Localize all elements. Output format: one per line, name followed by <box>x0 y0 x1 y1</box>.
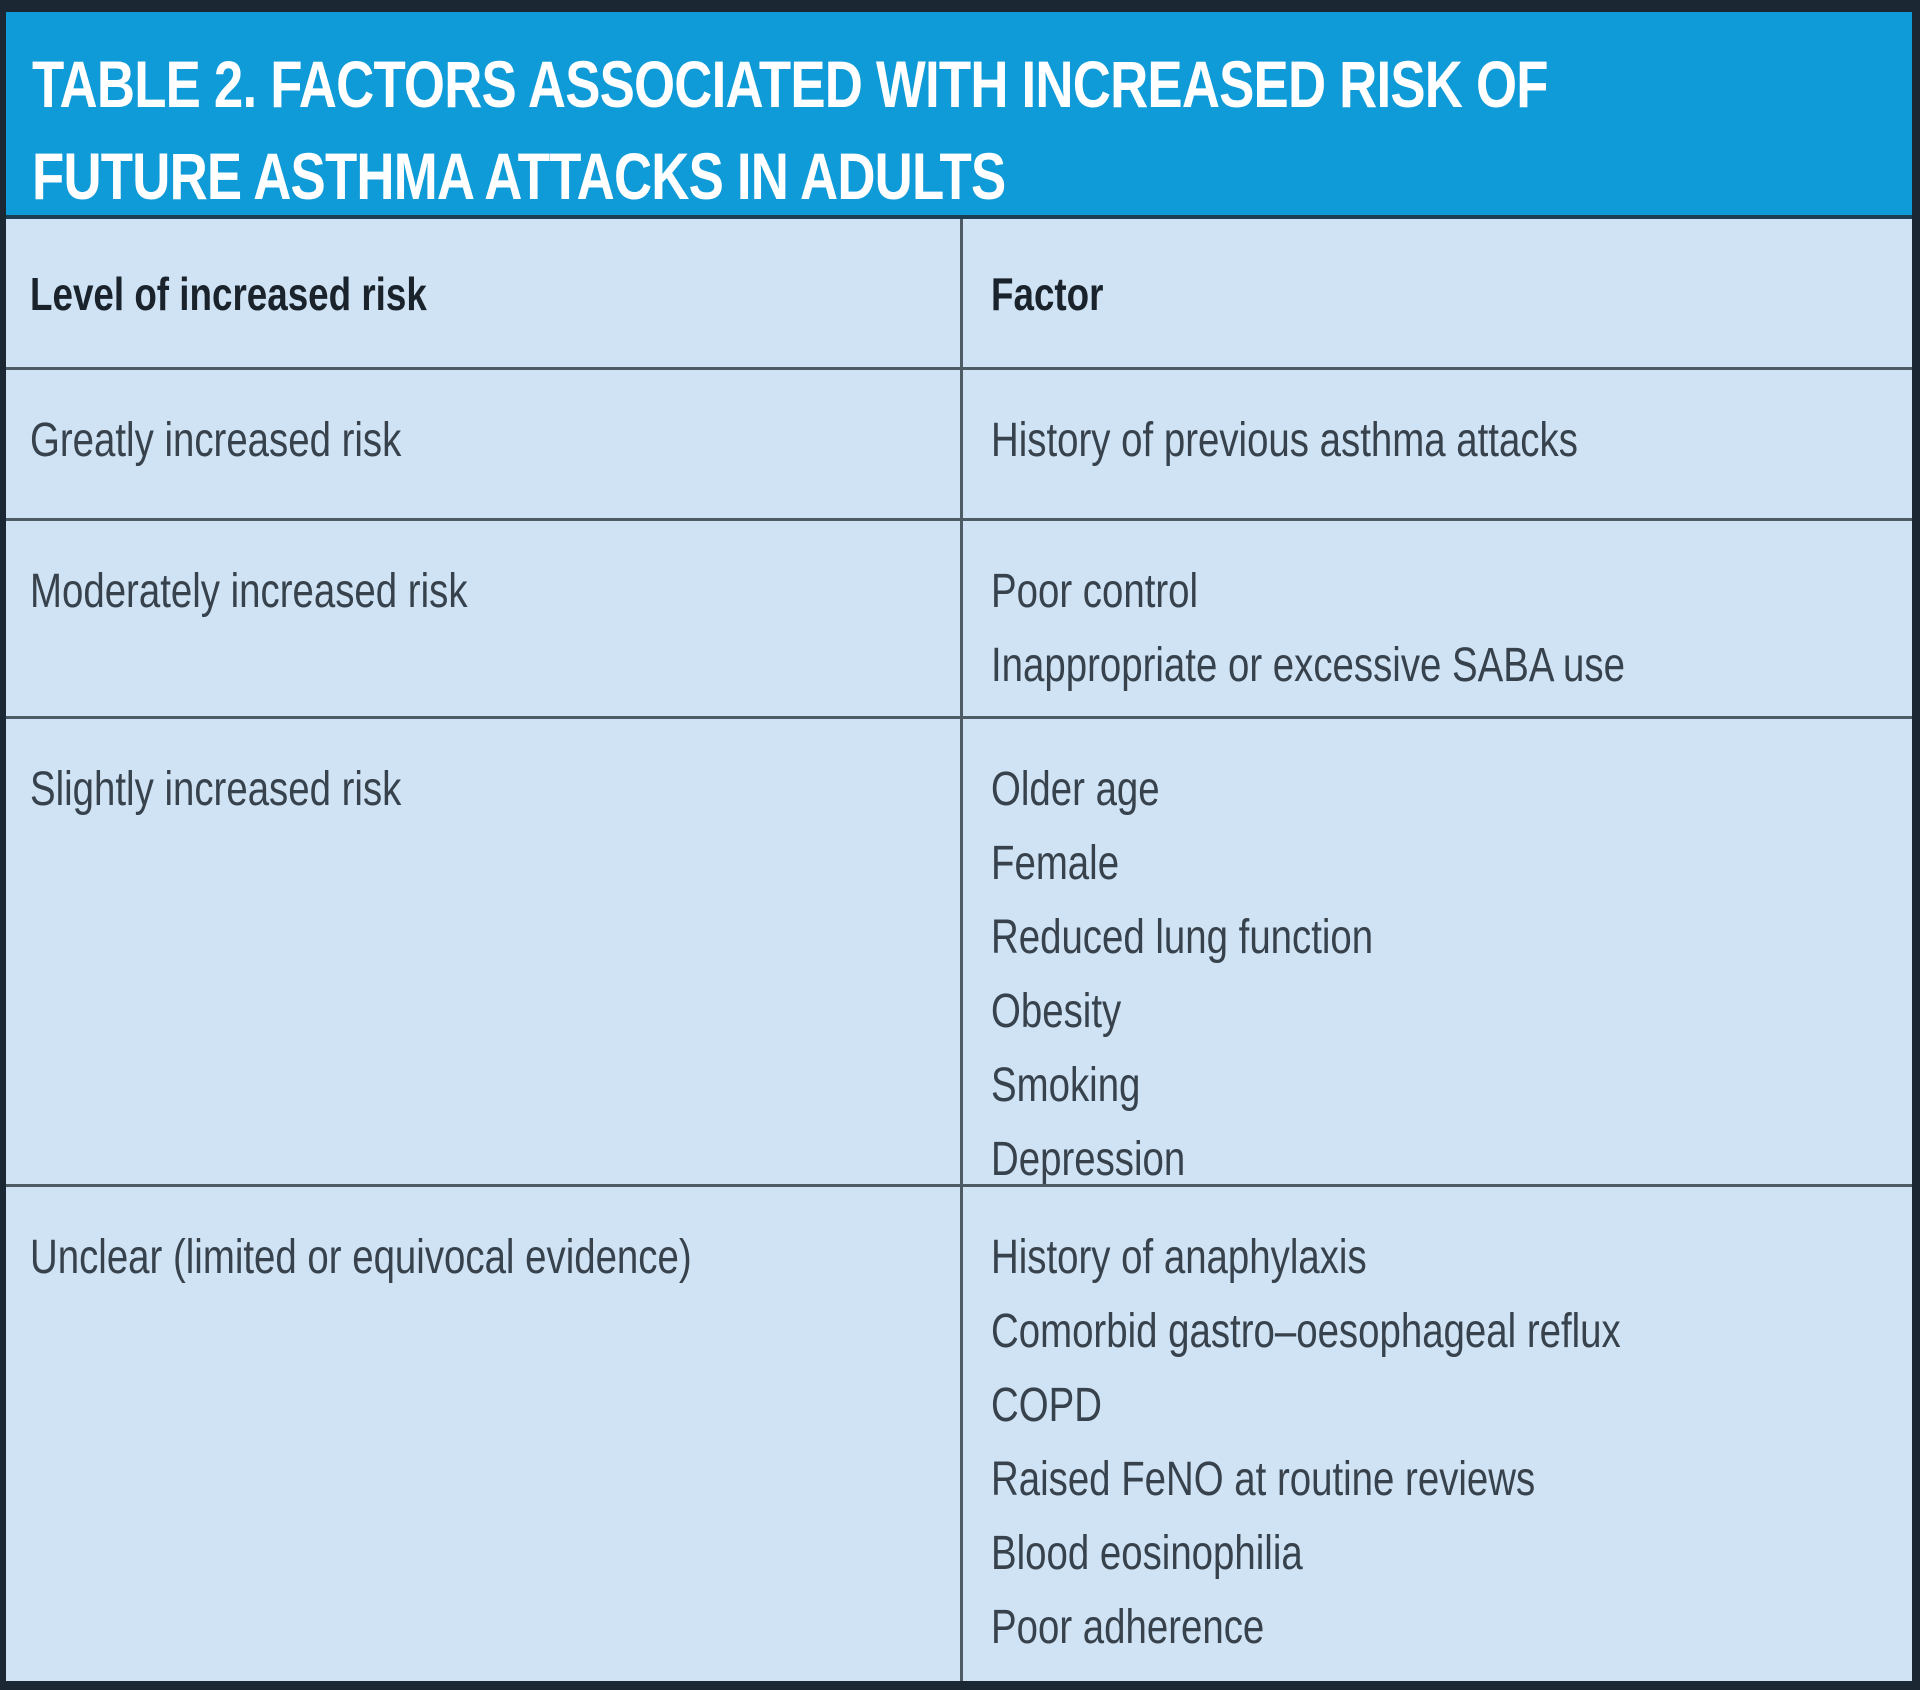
column-header-level-label: Level of increased risk <box>30 268 427 320</box>
level-label: Greatly increased risk <box>30 414 402 467</box>
factor-item: Poor adherence <box>991 1601 1265 1654</box>
factor-item: Raised FeNO at routine reviews <box>991 1453 1536 1506</box>
factor-item: Obesity <box>991 985 1122 1038</box>
factor-item: Poor control <box>991 565 1199 618</box>
table-title-line-2: FUTURE ASTHMA ATTACKS IN ADULTS <box>32 130 1882 222</box>
level-label: Moderately increased risk <box>30 565 468 618</box>
column-header-factor: Factor <box>960 219 1912 367</box>
factor-item: Depression <box>991 1133 1186 1184</box>
factor-item: Female <box>991 837 1120 890</box>
table-title-band: TABLE 2. FACTORS ASSOCIATED WITH INCREAS… <box>6 12 1912 219</box>
factors-cell-unclear: History of anaphylaxis Comorbid gastro–oe… <box>960 1184 1912 1681</box>
factor-item: Blood eosinophilia <box>991 1527 1303 1580</box>
column-header-level: Level of increased risk <box>6 219 960 367</box>
table-title-line-1: TABLE 2. FACTORS ASSOCIATED WITH INCREAS… <box>32 38 1882 130</box>
factors-cell-moderately: Poor control Inappropriate or excessive S… <box>960 518 1912 716</box>
factors-cell-greatly: History of previous asthma attacks <box>960 367 1912 518</box>
level-cell-unclear: Unclear (limited or equivocal evidence) <box>6 1184 960 1681</box>
factor-item: Reduced lung function <box>991 911 1374 964</box>
table-title-text-2: FUTURE ASTHMA ATTACKS IN ADULTS <box>32 139 1006 213</box>
level-label: Slightly increased risk <box>30 763 402 816</box>
level-label: Unclear (limited or equivocal evidence) <box>30 1231 692 1284</box>
factor-item: History of anaphylaxis <box>991 1231 1367 1284</box>
column-header-factor-label: Factor <box>991 268 1104 320</box>
factor-item: Older age <box>991 763 1160 816</box>
table-title-text-1: TABLE 2. FACTORS ASSOCIATED WITH INCREAS… <box>32 47 1549 121</box>
level-cell-slightly: Slightly increased risk <box>6 716 960 1184</box>
factors-cell-slightly: Older age Female Reduced lung function Obes… <box>960 716 1912 1184</box>
factor-item: Smoking <box>991 1059 1141 1112</box>
level-cell-greatly: Greatly increased risk <box>6 367 960 518</box>
factor-item: COPD <box>991 1379 1102 1432</box>
factor-item: History of previous asthma attacks <box>991 414 1578 467</box>
risk-table: Level of increased risk Factor Greatly i… <box>6 219 1912 1681</box>
factor-item: Inappropriate or excessive SABA use <box>991 639 1625 692</box>
level-cell-moderately: Moderately increased risk <box>6 518 960 716</box>
factor-item: Comorbid gastro–oesophageal reflux <box>991 1305 1621 1358</box>
